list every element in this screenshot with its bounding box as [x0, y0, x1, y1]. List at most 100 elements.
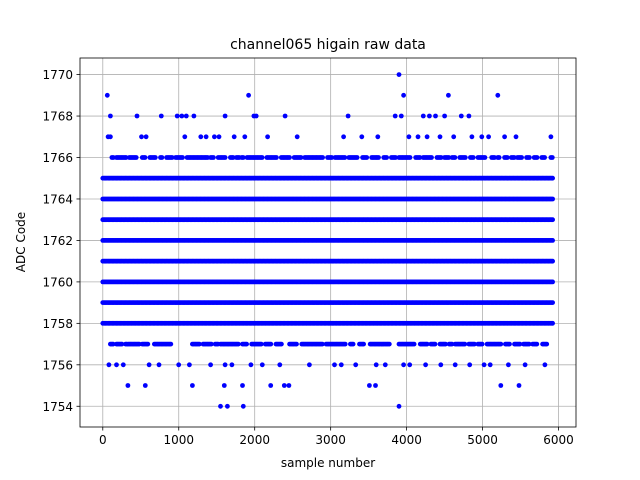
data-point — [139, 134, 144, 140]
y-axis-label: ADC Code — [14, 212, 28, 272]
data-point — [218, 403, 223, 409]
data-point — [396, 403, 402, 409]
data-point — [373, 383, 378, 388]
data-point — [169, 155, 175, 160]
data-point — [373, 362, 379, 368]
data-point — [415, 134, 421, 140]
data-point — [320, 155, 325, 160]
data-point — [534, 341, 540, 347]
data-point — [208, 362, 214, 368]
data-point — [420, 113, 426, 119]
data-point — [104, 92, 110, 98]
data-point — [411, 341, 417, 347]
data-point — [176, 362, 182, 368]
y-tick-label: 1770 — [42, 68, 73, 82]
data-point — [504, 155, 510, 160]
data-point — [462, 155, 468, 160]
data-point — [108, 113, 113, 119]
data-point — [437, 134, 443, 140]
data-point — [221, 383, 227, 388]
y-tick-label: 1766 — [42, 151, 73, 165]
x-axis-label: sample number — [281, 456, 375, 470]
data-point — [486, 134, 491, 140]
data-point — [401, 362, 406, 368]
x-tick-label: 2000 — [239, 433, 270, 447]
data-point — [258, 341, 264, 347]
data-point — [108, 134, 113, 140]
data-point — [550, 279, 555, 285]
data-point — [496, 155, 502, 160]
data-point — [133, 155, 139, 160]
data-point — [222, 362, 228, 368]
data-point — [277, 362, 283, 368]
data-point — [222, 113, 228, 119]
data-point — [307, 362, 312, 368]
data-point — [123, 155, 129, 160]
data-point — [396, 72, 402, 77]
data-point — [550, 217, 555, 223]
data-point — [407, 155, 413, 160]
data-point — [159, 155, 165, 160]
data-point — [506, 362, 511, 368]
data-point — [511, 155, 517, 160]
data-point — [382, 362, 388, 368]
data-point — [196, 341, 202, 347]
data-point — [472, 341, 477, 347]
data-point — [338, 362, 344, 368]
data-point — [191, 113, 197, 119]
data-point — [274, 155, 279, 160]
data-point — [229, 362, 235, 368]
data-point — [341, 134, 346, 140]
data-point — [458, 113, 464, 119]
y-tick-label: 1756 — [42, 358, 73, 372]
data-point — [259, 155, 265, 160]
data-point — [432, 341, 438, 347]
data-point — [550, 258, 555, 264]
data-point — [235, 341, 241, 347]
data-point — [438, 362, 444, 368]
data-point — [319, 341, 325, 347]
data-point — [208, 341, 214, 347]
y-tick-label: 1758 — [42, 317, 73, 331]
data-point — [470, 155, 476, 160]
data-point — [158, 113, 164, 119]
data-point — [345, 113, 351, 119]
data-point — [268, 383, 274, 388]
chart-title: channel065 higain raw data — [230, 37, 426, 53]
data-point — [146, 362, 152, 368]
data-point — [287, 155, 292, 160]
data-point — [451, 134, 457, 140]
data-point — [462, 341, 468, 347]
data-point — [446, 155, 452, 160]
y-tick-label: 1762 — [42, 234, 73, 248]
data-point — [240, 155, 246, 160]
data-point — [438, 155, 444, 160]
data-point — [550, 300, 555, 305]
data-point — [222, 155, 228, 160]
data-point — [469, 134, 475, 140]
data-point — [145, 341, 151, 347]
data-points — [100, 72, 555, 409]
data-point — [479, 134, 485, 140]
data-point — [534, 155, 540, 160]
data-point — [519, 155, 524, 160]
data-point — [125, 383, 131, 388]
data-point — [342, 341, 348, 347]
y-tick-label: 1754 — [42, 400, 73, 414]
data-point — [367, 383, 372, 388]
data-point — [174, 113, 180, 119]
data-point — [253, 113, 259, 119]
data-point — [329, 155, 335, 160]
data-point — [398, 113, 404, 119]
x-tick-label: 5000 — [467, 433, 498, 447]
data-point — [246, 92, 252, 98]
data-point — [507, 341, 512, 347]
data-point — [114, 362, 119, 368]
data-point — [203, 134, 209, 140]
data-point — [354, 155, 360, 160]
data-point — [248, 362, 254, 368]
data-point — [449, 341, 455, 347]
data-point — [548, 134, 554, 140]
data-point — [350, 341, 356, 347]
